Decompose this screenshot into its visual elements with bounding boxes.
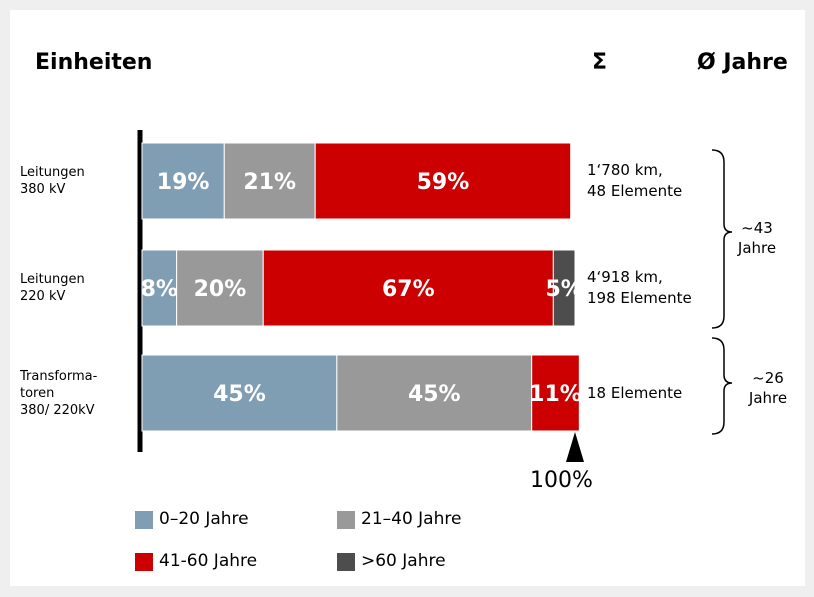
end-marker bbox=[566, 432, 584, 462]
header: Einheiten bbox=[35, 50, 153, 75]
bar-segment bbox=[262, 249, 554, 327]
legend-swatch bbox=[135, 511, 153, 529]
value-label: 5% bbox=[545, 277, 582, 302]
row-total: 18 Elemente bbox=[587, 383, 683, 402]
value-label: 21% bbox=[243, 170, 296, 195]
bar-segment bbox=[223, 142, 316, 220]
value-label: 67% bbox=[382, 277, 435, 302]
header: Ø Jahre bbox=[697, 50, 788, 75]
value-label: 19% bbox=[157, 170, 210, 195]
value-label: 59% bbox=[417, 170, 470, 195]
end-marker-label: 100% bbox=[530, 468, 593, 493]
legend-label: 41-60 Jahre bbox=[159, 551, 258, 571]
bar-segment bbox=[314, 142, 572, 220]
bar-segment bbox=[336, 354, 533, 432]
row-total: 1‘780 km, 48 Elemente bbox=[587, 161, 683, 200]
header: Σ bbox=[592, 50, 608, 75]
legend-swatch bbox=[135, 553, 153, 571]
value-label: 20% bbox=[194, 277, 247, 302]
legend-swatch bbox=[337, 511, 355, 529]
average-age: ~43 Jahre bbox=[737, 219, 777, 257]
bar-segment bbox=[552, 249, 576, 327]
legend-label: 0–20 Jahre bbox=[159, 509, 249, 529]
bar-segment bbox=[531, 354, 580, 432]
value-label: 45% bbox=[408, 382, 461, 407]
bar-segment bbox=[141, 142, 225, 220]
category-label: Transforma- toren 380/ 220kV bbox=[20, 368, 98, 418]
category-label: Leitungen 220 kV bbox=[20, 272, 85, 304]
value-label: 8% bbox=[141, 277, 178, 302]
category-label: Leitungen 380 kV bbox=[20, 165, 85, 197]
legend-label: >60 Jahre bbox=[361, 551, 446, 571]
average-age: ~26 Jahre bbox=[748, 369, 788, 407]
value-label: 11% bbox=[529, 382, 582, 407]
legend-swatch bbox=[337, 553, 355, 571]
legend-label: 21–40 Jahre bbox=[361, 509, 462, 529]
value-label: 45% bbox=[213, 382, 266, 407]
bracket bbox=[711, 149, 733, 329]
row-total: 4‘918 km, 198 Elemente bbox=[587, 268, 692, 307]
bar-segment bbox=[141, 354, 338, 432]
bracket bbox=[711, 337, 733, 435]
